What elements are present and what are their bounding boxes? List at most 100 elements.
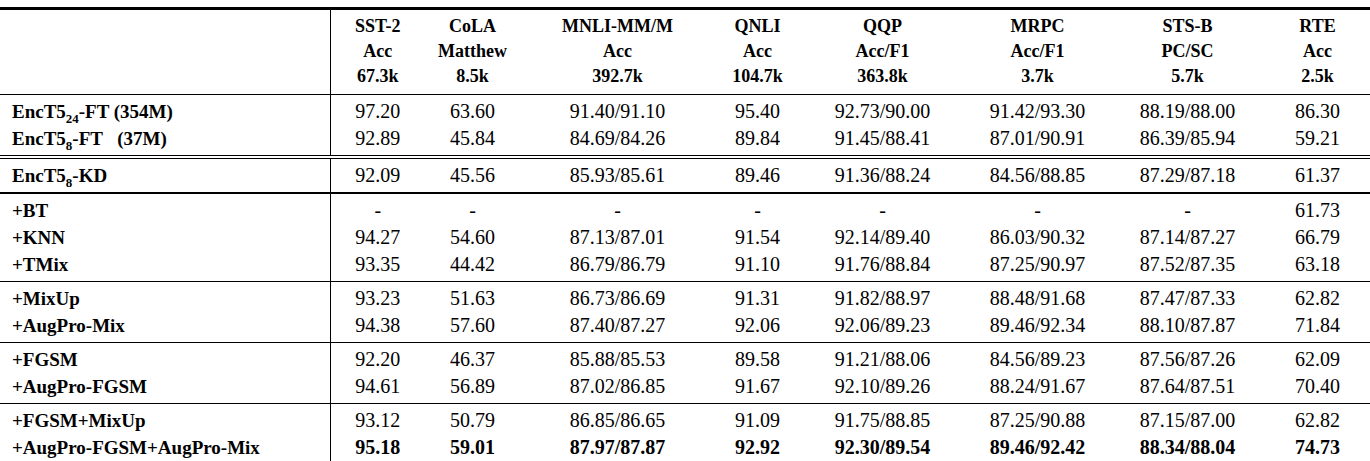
data-cell: 89.58 — [715, 343, 800, 374]
data-cell: 88.24/91.67 — [965, 373, 1110, 404]
data-cell: 92.06/89.23 — [800, 312, 965, 343]
data-cell: 88.48/91.68 — [965, 282, 1110, 313]
data-cell: 85.88/85.53 — [520, 343, 715, 374]
data-cell: 89.46/92.42 — [965, 434, 1110, 461]
column-header-qqp: QQPAcc/F1363.8k — [800, 9, 965, 95]
column-metric: Acc — [1265, 39, 1370, 64]
data-cell: 91.31 — [715, 282, 800, 313]
table-row: +BT-------61.73 — [0, 193, 1370, 224]
row-label-text: +FGSM — [12, 349, 78, 370]
row-group-1: EncT58-KD92.0945.5685.93/85.6189.4691.36… — [0, 157, 1370, 193]
data-cell: 94.61 — [330, 373, 425, 404]
column-metric: PC/SC — [1110, 39, 1265, 64]
data-cell: 87.13/87.01 — [520, 224, 715, 251]
row-label: EncT58-KD — [0, 157, 330, 193]
data-cell: 87.14/87.27 — [1110, 224, 1265, 251]
table-row: EncT58-FT (37M)92.8945.8484.69/84.2689.8… — [0, 125, 1370, 157]
data-cell: 93.35 — [330, 251, 425, 282]
table-row: +FGSM+MixUp93.1250.7986.85/86.6591.0991.… — [0, 404, 1370, 435]
data-cell: 63.60 — [425, 95, 520, 126]
data-cell: 87.64/87.51 — [1110, 373, 1265, 404]
table-row: EncT524-FT (354M)97.2063.6091.40/91.1095… — [0, 95, 1370, 126]
column-name: MNLI-MM/M — [520, 14, 715, 39]
data-cell: 95.40 — [715, 95, 800, 126]
data-cell: 91.45/88.41 — [800, 125, 965, 157]
data-cell: 87.40/87.27 — [520, 312, 715, 343]
row-group-2: +BT-------61.73+KNN94.2754.6087.13/87.01… — [0, 193, 1370, 282]
data-cell: 86.79/86.79 — [520, 251, 715, 282]
row-label: +MixUp — [0, 282, 330, 313]
data-cell: 59.01 — [425, 434, 520, 461]
row-label: +AugPro-FGSM+AugPro-Mix — [0, 434, 330, 461]
data-cell: 87.25/90.88 — [965, 404, 1110, 435]
row-label: EncT524-FT (354M) — [0, 95, 330, 126]
column-name: CoLA — [425, 14, 520, 39]
data-cell: 92.73/90.00 — [800, 95, 965, 126]
data-cell: 91.75/88.85 — [800, 404, 965, 435]
column-header-qnli: QNLIAcc104.7k — [715, 9, 800, 95]
data-cell: 57.60 — [425, 312, 520, 343]
data-cell: 56.89 — [425, 373, 520, 404]
data-cell: 87.15/87.00 — [1110, 404, 1265, 435]
data-cell: 87.52/87.35 — [1110, 251, 1265, 282]
table-row: +MixUp93.2351.6386.73/86.6991.3191.82/88… — [0, 282, 1370, 313]
data-cell: 91.36/88.24 — [800, 157, 965, 193]
column-metric: Acc — [715, 39, 800, 64]
data-cell: 51.63 — [425, 282, 520, 313]
data-cell: 91.76/88.84 — [800, 251, 965, 282]
data-cell: 91.21/88.06 — [800, 343, 965, 374]
row-group-3: +MixUp93.2351.6386.73/86.6991.3191.82/88… — [0, 282, 1370, 343]
data-cell: 95.18 — [330, 434, 425, 461]
table-row: +AugPro-FGSM94.6156.8987.02/86.8591.6792… — [0, 373, 1370, 404]
data-cell: 91.09 — [715, 404, 800, 435]
data-cell: 93.23 — [330, 282, 425, 313]
row-label-text: +BT — [12, 200, 48, 221]
data-cell: 94.38 — [330, 312, 425, 343]
column-header-mrpc: MRPCAcc/F13.7k — [965, 9, 1110, 95]
row-group-4: +FGSM92.2046.3785.88/85.5389.5891.21/88.… — [0, 343, 1370, 404]
data-cell: 89.46/92.34 — [965, 312, 1110, 343]
row-label: +KNN — [0, 224, 330, 251]
data-cell: 84.56/89.23 — [965, 343, 1110, 374]
data-cell: 59.21 — [1265, 125, 1370, 157]
table-row: +AugPro-Mix94.3857.6087.40/87.2792.0692.… — [0, 312, 1370, 343]
row-label-text: -FT (37M) — [72, 128, 166, 149]
data-cell: 88.19/88.00 — [1110, 95, 1265, 126]
corner-cell — [0, 9, 330, 95]
data-cell: 87.56/87.26 — [1110, 343, 1265, 374]
data-cell: 62.82 — [1265, 404, 1370, 435]
column-name: MRPC — [965, 14, 1110, 39]
data-cell: 86.85/86.65 — [520, 404, 715, 435]
row-label: +TMix — [0, 251, 330, 282]
data-cell: 86.03/90.32 — [965, 224, 1110, 251]
row-label-text: +AugPro-FGSM — [12, 376, 147, 397]
column-header-sts-b: STS-BPC/SC5.7k — [1110, 9, 1265, 95]
data-cell: 46.37 — [425, 343, 520, 374]
data-cell: - — [1110, 193, 1265, 224]
column-header-rte: RTEAcc2.5k — [1265, 9, 1370, 95]
data-cell: 71.84 — [1265, 312, 1370, 343]
row-label-text: +KNN — [12, 227, 65, 248]
data-cell: 87.25/90.97 — [965, 251, 1110, 282]
column-name: STS-B — [1110, 14, 1265, 39]
data-cell: - — [715, 193, 800, 224]
row-label: +AugPro-FGSM — [0, 373, 330, 404]
data-cell: 87.97/87.87 — [520, 434, 715, 461]
table-header: SST-2Acc67.3kCoLAMatthew8.5kMNLI-MM/MAcc… — [0, 9, 1370, 95]
data-cell: 92.10/89.26 — [800, 373, 965, 404]
column-size: 2.5k — [1265, 64, 1370, 89]
row-label-text: EncT5 — [12, 101, 66, 122]
data-cell: 61.73 — [1265, 193, 1370, 224]
data-cell: 91.67 — [715, 373, 800, 404]
data-cell: 93.12 — [330, 404, 425, 435]
data-cell: 92.06 — [715, 312, 800, 343]
data-cell: 94.27 — [330, 224, 425, 251]
row-label-text: EncT5 — [12, 128, 66, 149]
data-cell: 54.60 — [425, 224, 520, 251]
data-cell: 87.01/90.91 — [965, 125, 1110, 157]
column-metric: Acc/F1 — [800, 39, 965, 64]
column-size: 67.3k — [331, 64, 426, 89]
data-cell: 45.84 — [425, 125, 520, 157]
table-row: +AugPro-FGSM+AugPro-Mix95.1859.0187.97/8… — [0, 434, 1370, 461]
data-cell: 89.84 — [715, 125, 800, 157]
